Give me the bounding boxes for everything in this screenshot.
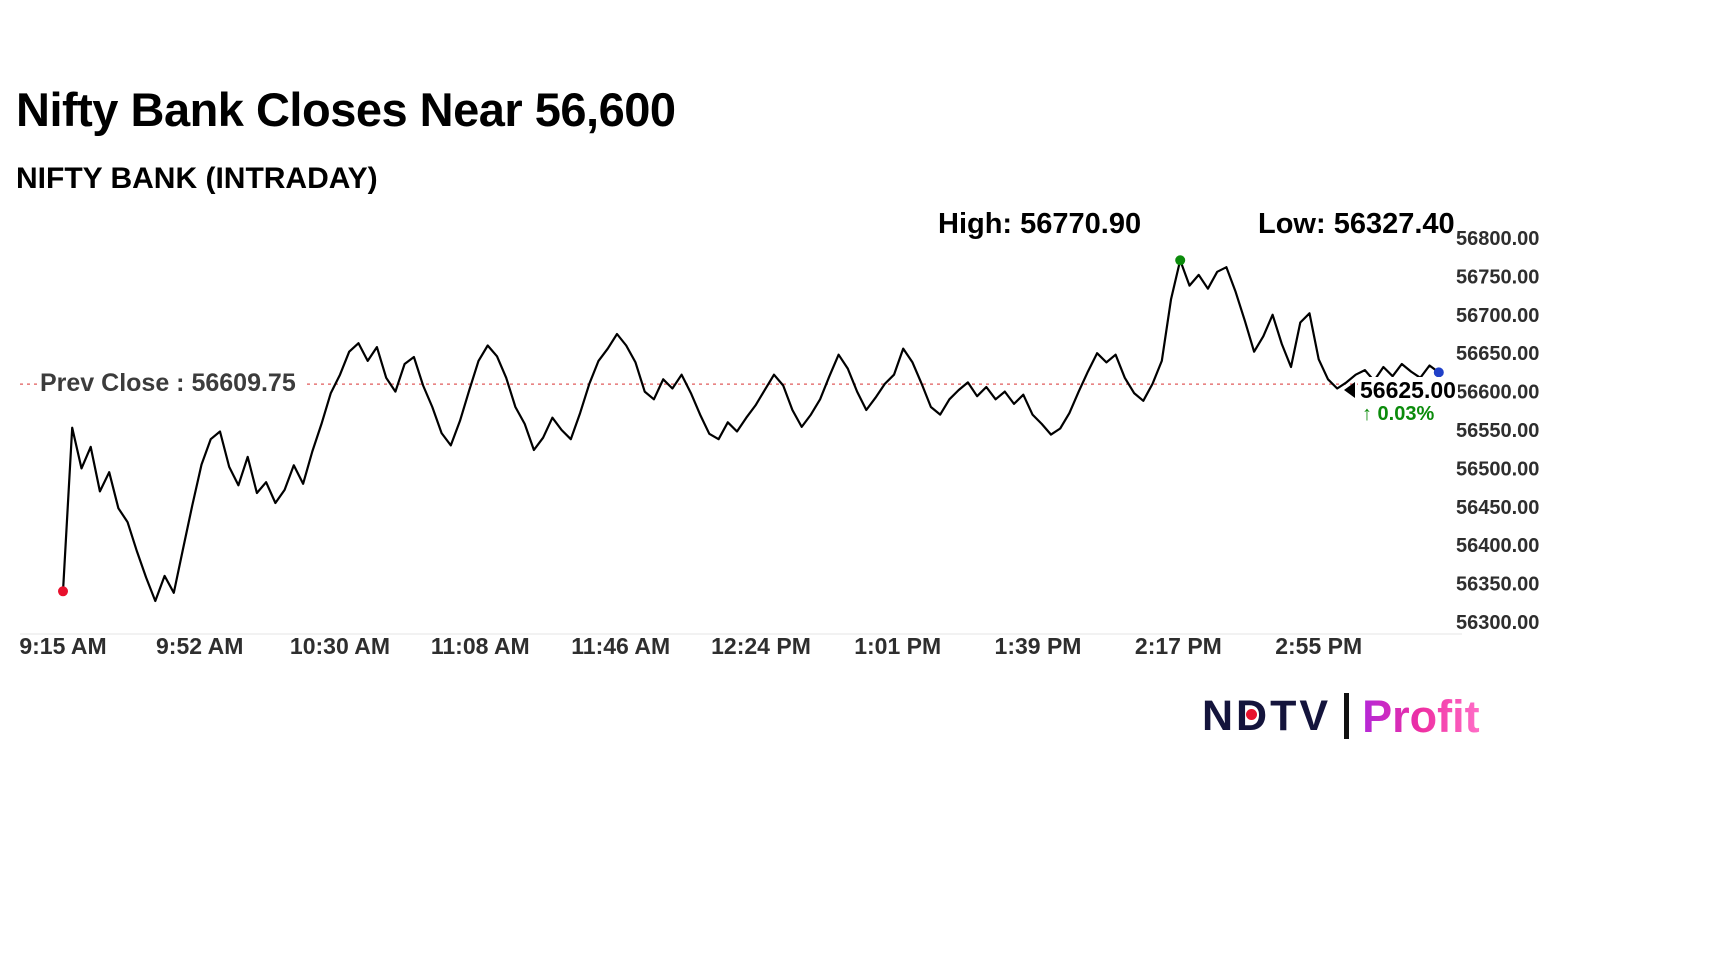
- x-axis-label: 11:08 AM: [431, 633, 530, 659]
- x-axis-label: 2:17 PM: [1135, 633, 1222, 659]
- y-axis-label: 56300.00: [1456, 612, 1539, 634]
- logo-red-dot-icon: [1246, 708, 1257, 720]
- y-axis-label: 56700.00: [1456, 305, 1539, 327]
- ndtv-profit-logo: NDTV Profit: [1202, 693, 1480, 739]
- logo-brand-text: NDTV: [1202, 691, 1332, 740]
- logo-brand: NDTV: [1202, 691, 1332, 740]
- start-marker: [58, 586, 68, 597]
- y-axis-label: 56550.00: [1456, 420, 1539, 442]
- y-axis-label: 56350.00: [1456, 574, 1539, 596]
- y-axis-label: 56500.00: [1456, 458, 1539, 480]
- logo-product: Profit: [1362, 690, 1480, 742]
- y-axis-label: 56600.00: [1456, 382, 1539, 404]
- price-line: [61, 259, 1440, 603]
- chart-subtitle: NIFTY BANK (INTRADAY): [16, 162, 378, 195]
- last-price-pointer-icon: [1344, 382, 1355, 398]
- x-axis-label: 1:39 PM: [995, 633, 1082, 659]
- prev-close-label: Prev Close : 56609.75: [38, 369, 304, 398]
- y-axis-label: 56450.00: [1456, 497, 1539, 519]
- high-marker: [1175, 255, 1186, 266]
- change-percent: ↑ 0.03%: [1362, 403, 1435, 425]
- y-axis-label: 56750.00: [1456, 266, 1539, 288]
- y-axis-label: 56650.00: [1456, 343, 1539, 365]
- x-axis-label: 10:30 AM: [290, 633, 390, 659]
- x-axis-label: 9:15 AM: [19, 633, 106, 659]
- end-marker: [1433, 367, 1444, 378]
- y-axis-label: 56400.00: [1456, 535, 1539, 557]
- low-value-label: Low: 56327.40: [1258, 208, 1455, 240]
- x-axis-label: 9:52 AM: [156, 633, 243, 659]
- x-axis-label: 12:24 PM: [711, 633, 811, 659]
- x-axis-label: 11:46 AM: [571, 633, 670, 659]
- page-title: Nifty Bank Closes Near 56,600: [16, 83, 676, 136]
- high-value-label: High: 56770.90: [938, 208, 1142, 240]
- last-price-label: 56625.00: [1358, 377, 1458, 404]
- logo-divider: [1344, 693, 1350, 739]
- x-axis-label: 1:01 PM: [854, 633, 941, 659]
- y-axis-label: 56800.00: [1456, 228, 1539, 250]
- x-axis-label: 2:55 PM: [1275, 633, 1362, 659]
